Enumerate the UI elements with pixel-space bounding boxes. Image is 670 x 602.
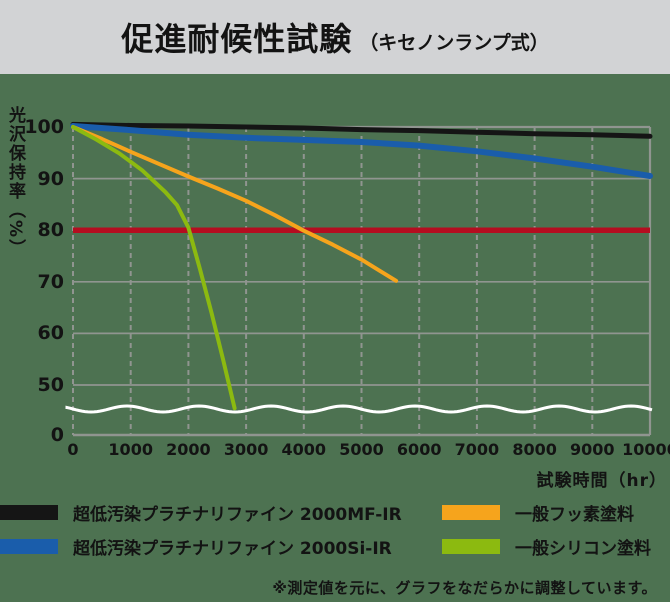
x-tick-label: 3000	[223, 440, 269, 459]
x-tick-label: 1000	[108, 440, 153, 459]
series-line-1	[70, 123, 653, 179]
legend-swatch	[0, 505, 58, 520]
x-tick-label: 2000	[166, 440, 211, 459]
legend-swatch	[0, 539, 58, 554]
title-bar: 促進耐候性試験 （キセノンランプ式）	[0, 0, 670, 74]
x-tick-label: 0	[67, 440, 79, 459]
x-tick-label: 6000	[396, 440, 442, 459]
y-tick-label: 0	[50, 424, 64, 446]
legend-item: 超低汚染プラチナリファイン 2000Si-IR	[0, 539, 402, 559]
y-axis-break-wave	[65, 404, 653, 414]
legend-label: 一般シリコン塗料	[515, 539, 651, 559]
x-tick-label: 9000	[570, 440, 615, 459]
legend-label: 超低汚染プラチナリファイン 2000Si-IR	[73, 539, 392, 559]
page-title: 促進耐候性試験	[121, 20, 353, 58]
legend-label: 超低汚染プラチナリファイン 2000MF-IR	[73, 505, 402, 525]
series-line-2	[71, 125, 399, 283]
x-tick-label: 5000	[339, 440, 384, 459]
y-tick-label: 90	[37, 167, 64, 190]
footnote: ※測定値を元に、グラフをなだらかに調整しています。	[272, 579, 657, 597]
y-axis-title: 光沢保持率（%）	[5, 106, 25, 259]
legend-swatch	[442, 539, 500, 554]
legend-item: 一般フッ素塗料	[442, 505, 651, 525]
x-tick-label: 8000	[512, 440, 557, 459]
y-tick-label: 70	[37, 270, 64, 293]
x-tick-label: 4000	[281, 440, 327, 459]
legend-column-right: 一般フッ素塗料 一般シリコン塗料	[442, 505, 651, 573]
x-tick-label: 10000	[622, 440, 670, 459]
legend-item: 超低汚染プラチナリファイン 2000MF-IR	[0, 505, 402, 525]
legend-label: 一般フッ素塗料	[515, 505, 634, 525]
series-line-3	[71, 125, 237, 411]
legend-column-left: 超低汚染プラチナリファイン 2000MF-IR 超低汚染プラチナリファイン 200…	[0, 505, 402, 573]
y-tick-label: 50	[37, 374, 64, 396]
y-tick-label: 100	[24, 116, 64, 138]
series-line-0	[70, 121, 653, 139]
legend-item: 一般シリコン塗料	[442, 539, 651, 559]
y-tick-label: 60	[37, 322, 64, 345]
x-tick-label: 7000	[454, 440, 500, 459]
page-subtitle: （キセノンランプ式）	[359, 31, 549, 54]
legend-swatch	[442, 505, 500, 520]
y-tick-label: 80	[37, 219, 64, 242]
x-axis-title: 試験時間（hr）	[536, 471, 667, 491]
